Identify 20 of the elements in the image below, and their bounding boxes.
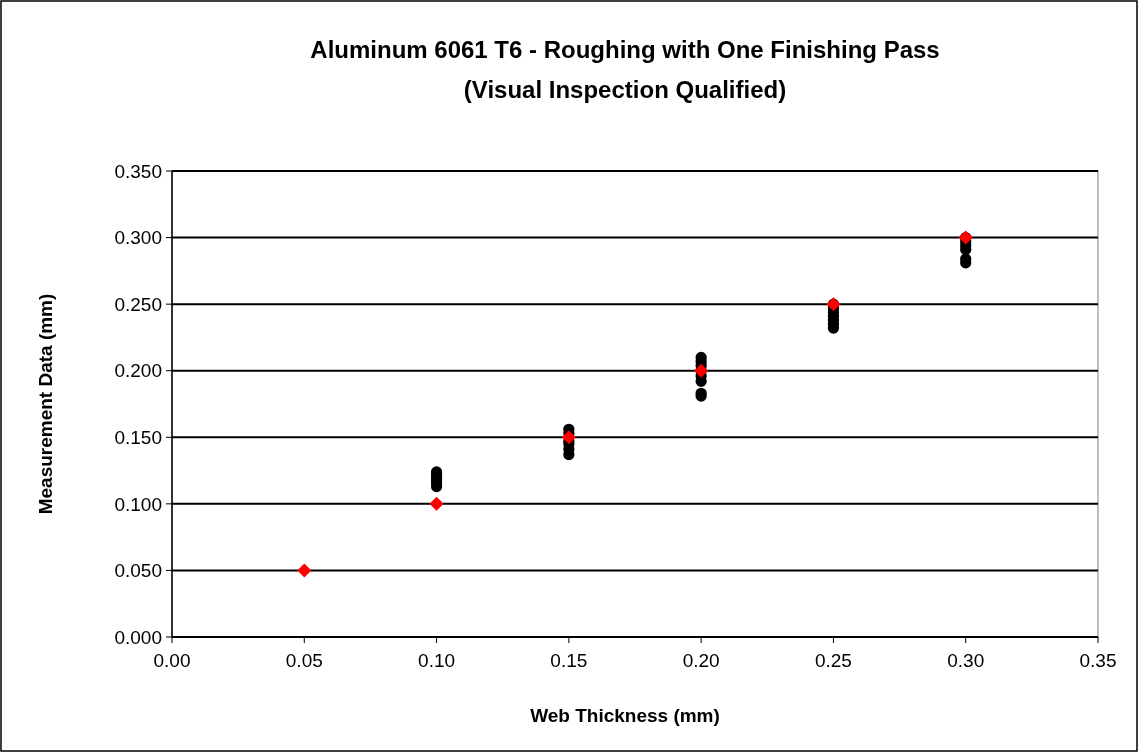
x-axis-title: Web Thickness (mm)	[530, 705, 720, 726]
y-tick-label: 0.250	[114, 293, 162, 315]
x-tick-label: 0.15	[550, 650, 588, 671]
x-tick-label: 0.35	[1079, 650, 1117, 671]
y-tick-label: 0.150	[114, 426, 162, 448]
x-tick-label: 0.10	[418, 650, 456, 671]
chart-subtitle: (Visual Inspection Qualified)	[463, 76, 787, 103]
y-tick-label: 0.000	[114, 626, 162, 648]
y-tick-label: 0.100	[114, 493, 162, 515]
x-tick-label: 0.25	[814, 650, 852, 671]
y-tick-label: 0.200	[114, 360, 162, 382]
y-axis-title: Measurement Data (mm)	[35, 293, 56, 515]
y-tick-label: 0.350	[114, 160, 162, 182]
chart-title: Aluminum 6061 T6 - Roughing with One Finishing Pass	[310, 36, 940, 63]
x-tick-label: 0.30	[947, 650, 985, 671]
y-tick-label: 0.300	[114, 227, 162, 249]
y-tick-label: 0.050	[114, 560, 162, 582]
x-tick-label: 0.00	[153, 650, 191, 671]
x-tick-label: 0.20	[682, 650, 720, 671]
x-tick-label: 0.05	[285, 650, 323, 671]
